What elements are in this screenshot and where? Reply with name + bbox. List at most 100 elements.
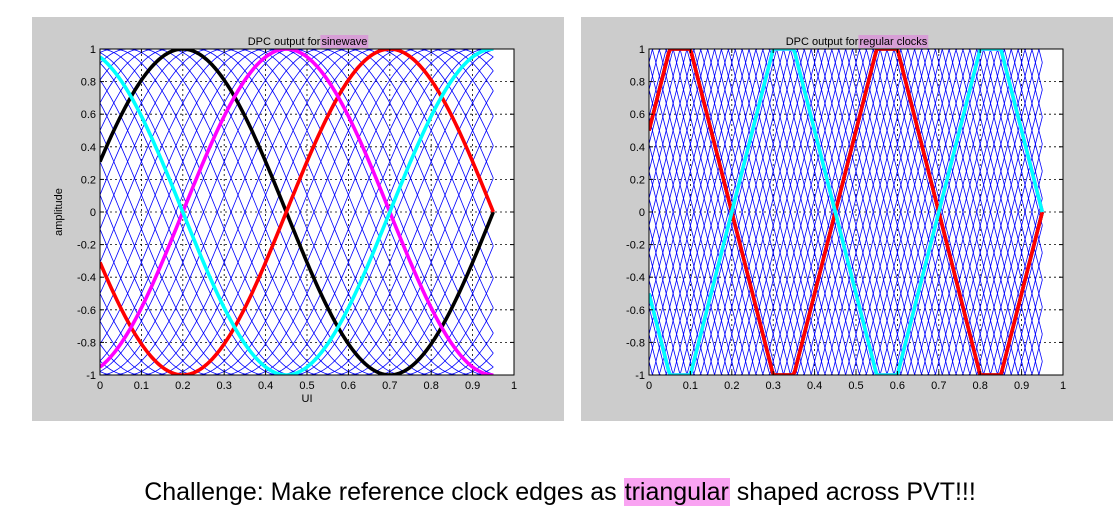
family-curve xyxy=(100,49,494,375)
challenge-caption: Challenge: Make reference clock edges as… xyxy=(0,478,1120,507)
family-curve xyxy=(100,49,494,375)
y-tick-label: 1 xyxy=(639,44,645,56)
family-curve xyxy=(649,49,1043,375)
caption-text-before: Challenge: Make reference clock edges as xyxy=(144,478,624,506)
family-curve xyxy=(100,49,494,375)
clocks-chart: 0 0.1 0.2 0.3 0.4 0.5 0.6 0.7 0.8 0.9 1 1 0.8 0.6 0.4 0… xyxy=(626,35,1066,392)
title-highlight: regular clocks xyxy=(859,36,927,48)
y-tick-label: -1 xyxy=(86,370,96,382)
x-tick-label: 0.1 xyxy=(134,380,149,392)
family-curve xyxy=(649,49,1043,375)
x-tick-label: 0 xyxy=(97,380,103,392)
family-curve xyxy=(100,49,494,375)
title-highlight-bg xyxy=(858,35,929,48)
caption-highlight: triangular xyxy=(623,478,730,506)
tick-marks xyxy=(99,48,515,376)
x-tick-label: 0.7 xyxy=(382,380,397,392)
family-curve xyxy=(100,49,494,375)
x-tick-label: 0.9 xyxy=(1014,380,1029,392)
chart-title: DPC output for sinewave xyxy=(248,35,369,48)
y-tick-label: -0.8 xyxy=(77,337,96,349)
family-curve xyxy=(100,49,494,375)
y-tick-label: -0.2 xyxy=(77,240,96,252)
family-curve xyxy=(100,49,494,375)
y-tick-label: -0.4 xyxy=(626,272,645,284)
series-line xyxy=(100,49,494,375)
x-tick-label: 1 xyxy=(511,380,517,392)
x-tick-label: 0.1 xyxy=(683,380,698,392)
family-curve xyxy=(100,49,494,375)
plot-lines xyxy=(100,49,495,375)
y-tick-label: -0.6 xyxy=(77,305,96,317)
y-tick-label: 0.4 xyxy=(630,142,645,154)
x-tick-label: 1 xyxy=(1060,380,1066,392)
family-curve xyxy=(649,49,1043,375)
sinewave-chart-panel: 0 0.1 0.2 0.3 0.4 0.5 0.6 0.7 0.8 0.9 1 1 0.8 0.6 0.4 0… xyxy=(32,17,564,421)
x-tick-label: 0.5 xyxy=(848,380,863,392)
family-curve xyxy=(649,49,1043,375)
y-tick-label: 0.8 xyxy=(630,77,645,89)
series-line xyxy=(649,49,1045,375)
x-tick-label: 0.4 xyxy=(258,380,273,392)
title-highlight: sinewave xyxy=(321,36,367,48)
family-curve xyxy=(649,49,1043,375)
x-tick-label: 0.3 xyxy=(766,380,781,392)
y-tick-label: -0.4 xyxy=(77,272,96,284)
tick-marks xyxy=(648,48,1064,376)
y-tick-label: 0.8 xyxy=(81,77,96,89)
plot-lines xyxy=(649,49,1045,375)
x-tick-label: 0.3 xyxy=(217,380,232,392)
x-tick-label: 0.8 xyxy=(424,380,439,392)
series-line xyxy=(100,49,494,375)
sinewave-chart: 0 0.1 0.2 0.3 0.4 0.5 0.6 0.7 0.8 0.9 1 1 0.8 0.6 0.4 0… xyxy=(53,35,517,405)
family-curve xyxy=(649,49,1043,375)
x-tick-label: 0.6 xyxy=(890,380,905,392)
caption-text-after: shaped across PVT!!! xyxy=(729,478,976,506)
y-tick-label: 1 xyxy=(90,44,96,56)
y-tick-label: -0.2 xyxy=(626,240,645,252)
y-tick-label: 0.6 xyxy=(630,109,645,121)
family-curve xyxy=(649,49,1043,375)
family-curve xyxy=(649,49,1043,375)
y-tick-label: 0 xyxy=(90,207,96,219)
y-tick-label: -0.6 xyxy=(626,305,645,317)
family-curve xyxy=(100,49,494,375)
family-curve xyxy=(649,49,1043,375)
family-curve xyxy=(100,49,494,375)
y-tick-label: -1 xyxy=(635,370,645,382)
x-tick-label: 0.2 xyxy=(175,380,190,392)
x-tick-label: 0.2 xyxy=(724,380,739,392)
y-tick-label: 0 xyxy=(639,207,645,219)
grid-lines xyxy=(649,49,1063,375)
x-tick-label: 0.8 xyxy=(973,380,988,392)
clocks-chart-panel: 0 0.1 0.2 0.3 0.4 0.5 0.6 0.7 0.8 0.9 1 1 0.8 0.6 0.4 0… xyxy=(581,17,1113,421)
family-curve xyxy=(100,49,494,375)
x-tick-label: 0.9 xyxy=(465,380,480,392)
family-curve xyxy=(100,49,494,375)
y-axis-label: amplitude xyxy=(53,188,65,236)
family-curve xyxy=(100,49,494,375)
x-tick-label: 0.6 xyxy=(341,380,356,392)
family-curve xyxy=(649,49,1043,375)
x-tick-label: 0.4 xyxy=(807,380,822,392)
family-curve xyxy=(100,49,494,375)
x-tick-label: 0.5 xyxy=(299,380,314,392)
x-tick-label: 0 xyxy=(646,380,652,392)
chart-title: DPC output for regular clocks xyxy=(786,35,929,48)
x-axis-label: UI xyxy=(302,393,313,405)
title-highlight-bg xyxy=(320,35,369,48)
y-tick-label: 0.4 xyxy=(81,142,96,154)
title-prefix: DPC output for xyxy=(786,36,859,48)
y-tick-label: 0.6 xyxy=(81,109,96,121)
x-tick-label: 0.7 xyxy=(931,380,946,392)
series-line xyxy=(100,49,495,375)
series-line xyxy=(649,49,1045,375)
family-curve xyxy=(100,49,494,375)
y-tick-label: 0.2 xyxy=(630,174,645,186)
title-prefix: DPC output for xyxy=(248,36,321,48)
y-tick-label: -0.8 xyxy=(626,337,645,349)
family-curve xyxy=(100,49,494,375)
series-line xyxy=(100,49,495,375)
y-tick-label: 0.2 xyxy=(81,174,96,186)
family-curve xyxy=(649,49,1043,375)
